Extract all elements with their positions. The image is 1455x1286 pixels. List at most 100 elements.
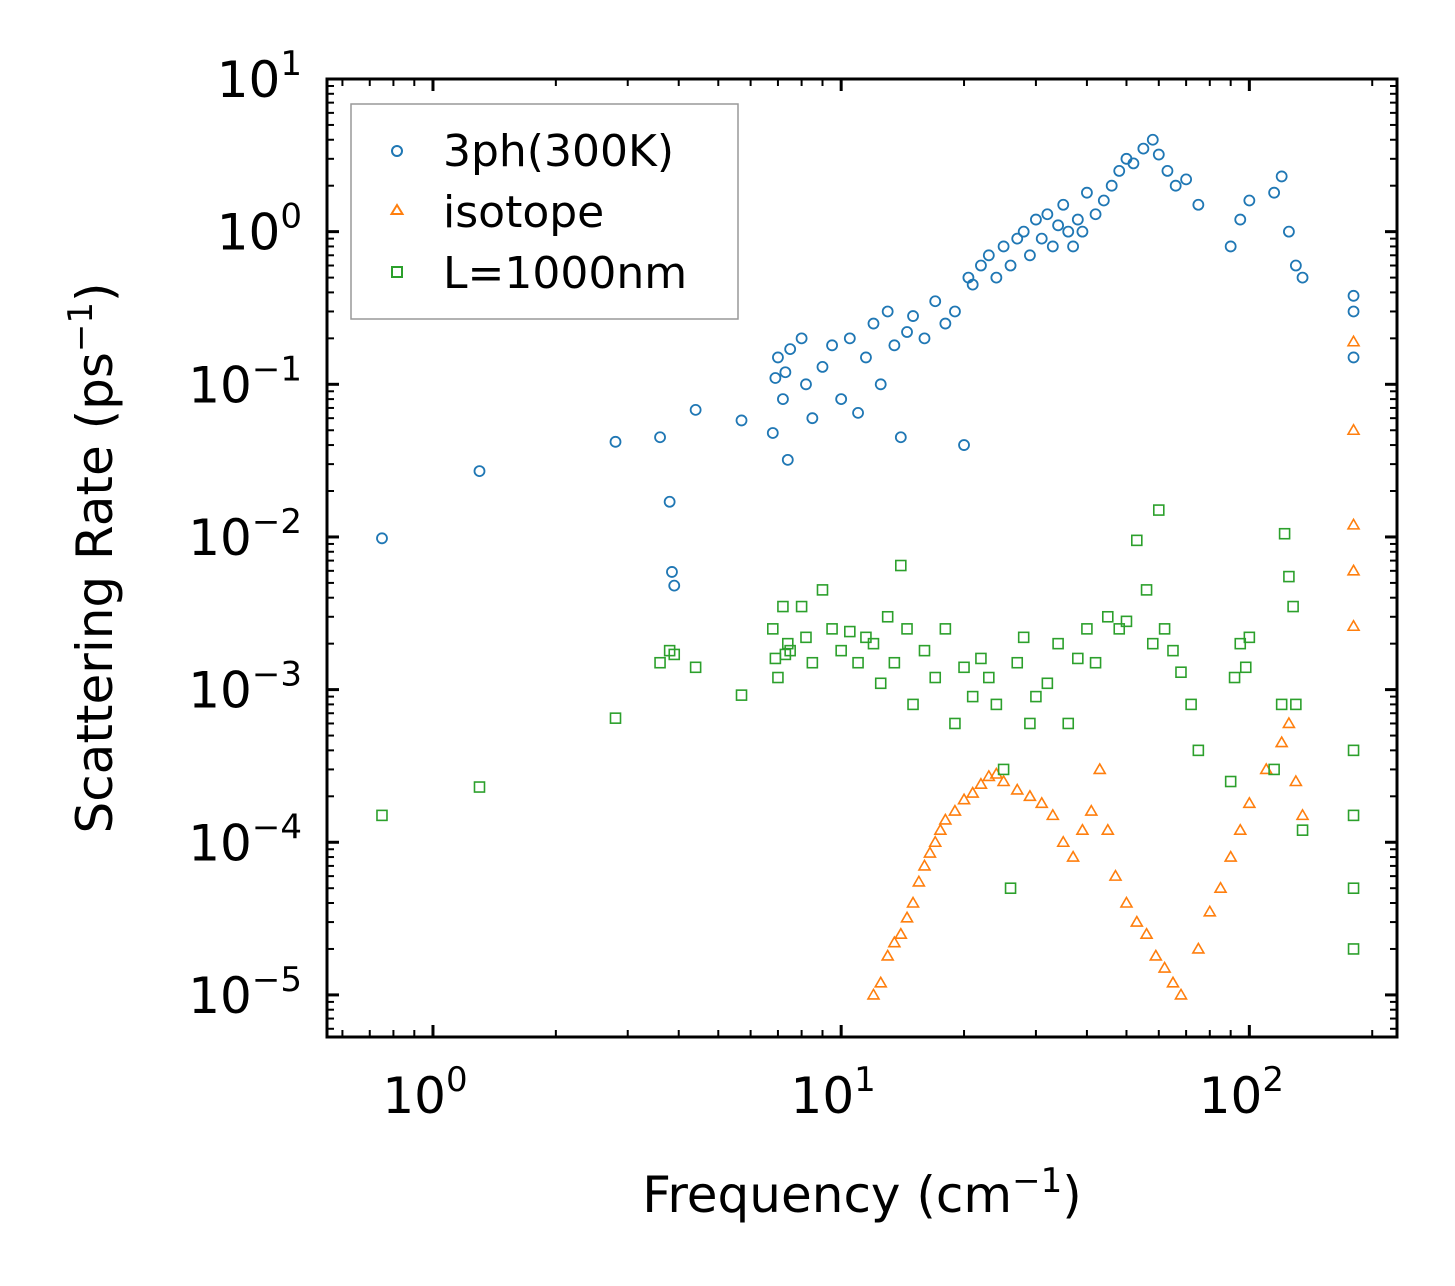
- legend-marker-l1000: [391, 266, 403, 278]
- data-point: [826, 623, 838, 635]
- data-point: [1129, 914, 1144, 927]
- x-tick-exponent: 1: [854, 1060, 876, 1100]
- data-point: [766, 427, 779, 439]
- data-point: [1167, 644, 1179, 657]
- data-point: [1137, 142, 1150, 155]
- data-point: [1346, 619, 1361, 632]
- data-point: [1131, 534, 1143, 547]
- data-point: [735, 689, 748, 701]
- data-point: [835, 393, 848, 405]
- data-point: [1161, 165, 1174, 177]
- data-point: [1046, 240, 1059, 253]
- x-tick-base: 10: [382, 1067, 446, 1125]
- data-point: [1275, 698, 1288, 711]
- data-point: [1076, 225, 1089, 238]
- data-point: [1275, 170, 1288, 183]
- legend-label-l1000: L=1000nm: [443, 248, 687, 299]
- legend-label-3ph: 3ph(300K): [443, 126, 674, 177]
- x-axis-label-text: Frequency (cm: [642, 1166, 1012, 1224]
- data-point: [1023, 789, 1037, 802]
- data-point: [769, 372, 782, 384]
- data-point: [852, 406, 864, 419]
- legend-marker-3ph: [391, 145, 403, 157]
- data-point: [966, 690, 979, 703]
- data-point: [689, 661, 702, 674]
- data-point: [1045, 808, 1060, 821]
- y-axis-label: Scattering Rate (ps−1): [61, 282, 124, 833]
- data-point: [666, 566, 678, 578]
- data-point: [609, 435, 622, 448]
- data-point: [1067, 240, 1079, 253]
- data-point: [948, 804, 962, 816]
- data-point: [901, 623, 913, 635]
- y-tick-exponent: −5: [252, 960, 302, 1000]
- data-point: [982, 249, 995, 262]
- data-point: [874, 378, 887, 391]
- y-tick-exponent: 1: [280, 44, 302, 84]
- data-point: [1158, 623, 1171, 635]
- y-tick-label: 10−2: [188, 502, 302, 567]
- data-point: [1062, 225, 1075, 238]
- data-point: [860, 631, 872, 644]
- data-point: [907, 310, 919, 322]
- data-point: [473, 465, 486, 478]
- data-point: [1347, 289, 1360, 302]
- series-0: [376, 133, 1360, 592]
- data-point: [1346, 563, 1361, 576]
- data-point: [975, 652, 987, 665]
- data-point: [917, 858, 932, 871]
- data-point: [1035, 232, 1048, 245]
- data-point: [777, 600, 789, 613]
- data-point: [1282, 716, 1296, 729]
- data-point: [1185, 698, 1197, 711]
- data-point: [887, 935, 902, 948]
- y-tick-base: 10: [188, 356, 252, 414]
- data-point: [1243, 194, 1256, 207]
- data-point: [376, 809, 388, 822]
- data-point: [1191, 941, 1206, 954]
- y-tick-label: 10−5: [188, 960, 302, 1025]
- data-point: [777, 393, 789, 405]
- data-point: [1180, 173, 1193, 186]
- data-point: [1290, 698, 1302, 711]
- data-point: [1152, 504, 1165, 516]
- data-point: [1041, 677, 1054, 690]
- data-point: [663, 495, 676, 508]
- data-point: [1289, 259, 1302, 272]
- data-point: [835, 644, 847, 657]
- data-point: [1041, 208, 1054, 221]
- data-point: [1017, 631, 1030, 644]
- data-point: [1192, 198, 1205, 211]
- data-point: [1146, 133, 1159, 146]
- data-point: [668, 648, 681, 661]
- y-axis-label-text: Scattering Rate (ps: [66, 352, 124, 833]
- data-point: [1274, 735, 1289, 748]
- data-point: [1089, 208, 1102, 221]
- x-tick-labels: 100 101 102: [382, 1060, 1284, 1125]
- data-point: [1100, 823, 1115, 835]
- data-point: [990, 271, 1003, 284]
- data-point: [609, 712, 622, 724]
- data-point: [1113, 165, 1126, 177]
- data-point: [654, 656, 666, 669]
- data-point: [1347, 744, 1360, 757]
- data-point: [928, 835, 943, 848]
- data-point: [800, 378, 812, 391]
- data-point: [860, 351, 872, 364]
- data-point: [939, 317, 952, 330]
- data-point: [816, 584, 829, 596]
- data-point: [1056, 835, 1071, 848]
- data-point: [784, 343, 797, 356]
- data-point: [881, 305, 894, 318]
- data-point: [1243, 631, 1256, 644]
- series-2: [376, 504, 1360, 955]
- data-point: [966, 278, 979, 291]
- data-point: [1062, 717, 1075, 730]
- data-point: [894, 431, 907, 444]
- data-point: [1175, 666, 1187, 679]
- data-point: [1024, 249, 1036, 262]
- data-point: [1148, 948, 1163, 961]
- data-point: [918, 644, 931, 657]
- data-point: [1108, 869, 1123, 881]
- data-point: [795, 332, 808, 345]
